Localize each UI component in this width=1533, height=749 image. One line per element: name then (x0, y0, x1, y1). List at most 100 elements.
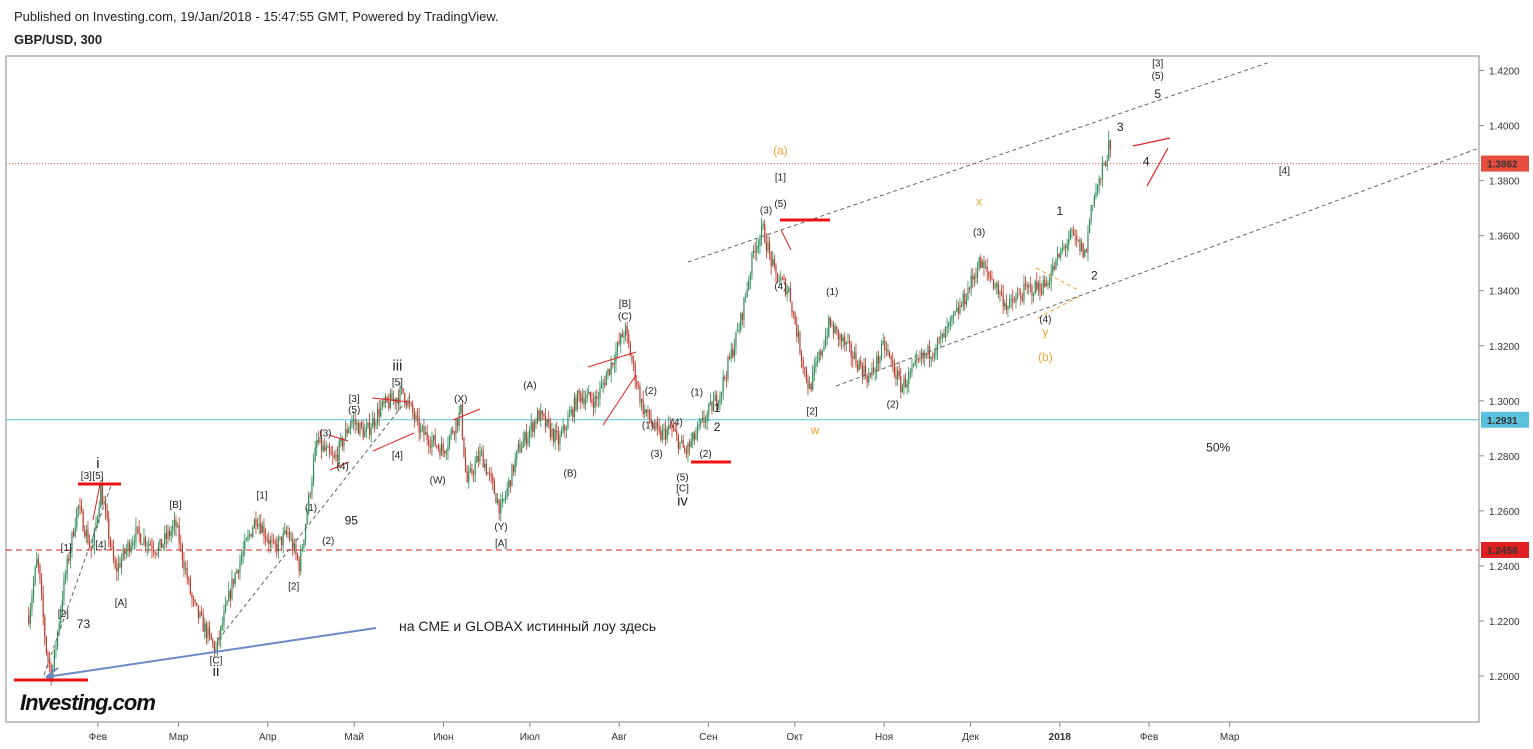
candle-body (572, 409, 574, 418)
chart-frame (5, 55, 1480, 723)
candle-body (804, 367, 806, 369)
candle-body (79, 505, 81, 507)
candle-body (1040, 292, 1043, 295)
candle-body (32, 582, 35, 597)
x-tick-label: Июн (433, 732, 453, 743)
candle-body (623, 336, 625, 338)
candle-body (578, 390, 580, 394)
candle-body (527, 437, 529, 444)
candle-body (562, 425, 564, 433)
candle-body (80, 506, 83, 512)
candle-body (127, 542, 129, 550)
candle-body (221, 624, 223, 627)
candle-body (879, 357, 881, 364)
wave-label: (4) (337, 462, 349, 473)
candle-body (877, 356, 879, 364)
candle-body (122, 548, 124, 560)
candle-body (154, 551, 156, 554)
wave-label: (A) (523, 380, 536, 391)
candle-body (447, 445, 449, 452)
wedge-aug-2 (602, 374, 637, 426)
candle-body (703, 417, 705, 423)
wave-label: (W) (430, 475, 446, 486)
candle-body (47, 652, 49, 659)
candle-body (1012, 298, 1014, 302)
candle-body (820, 351, 822, 356)
candle-body (252, 528, 254, 537)
candle-body (628, 334, 630, 344)
candle-body (837, 329, 839, 340)
candle-body (312, 460, 315, 482)
candle-body (821, 350, 823, 356)
candle-body (432, 435, 435, 440)
candle-body (1084, 249, 1086, 258)
candle-body (871, 367, 873, 376)
candle-body (557, 432, 559, 445)
price-tag-label: 1.3862 (1487, 160, 1518, 171)
candle-body (511, 464, 513, 487)
candle-body (664, 428, 667, 440)
candle-body (898, 370, 900, 376)
candle-body (602, 382, 604, 385)
candle-body (1032, 294, 1035, 296)
candle-body (536, 410, 539, 424)
candle-body (188, 578, 190, 580)
candle-body (565, 428, 567, 431)
candle-body (116, 567, 118, 572)
candle-body (948, 322, 950, 328)
candle-body (924, 353, 926, 358)
candle-body (900, 375, 902, 392)
candle-body (610, 362, 612, 375)
candle-body (714, 395, 716, 401)
candle-body (405, 402, 407, 406)
candle-body (215, 649, 217, 653)
candle-body (1048, 282, 1051, 286)
candle-body (935, 350, 937, 354)
candle-body (767, 242, 769, 251)
candle-body (999, 292, 1001, 295)
candle-body (244, 540, 246, 551)
wave-label: x (976, 194, 982, 208)
candle-body (970, 275, 972, 289)
candle-body (676, 431, 678, 435)
candle-body (517, 444, 519, 451)
candle-body (34, 567, 36, 583)
candle-body (791, 301, 793, 313)
candle-body (704, 421, 707, 423)
candle-body (133, 541, 135, 543)
candle-body (936, 338, 939, 351)
candle-body (556, 430, 558, 433)
candle-body (1095, 191, 1097, 196)
candle-body (1055, 258, 1057, 269)
candle-body (63, 578, 65, 600)
candle-body (637, 385, 639, 387)
candle-body (615, 351, 617, 364)
candle-body (42, 594, 44, 617)
candle-body (100, 485, 102, 508)
trend-dash-2 (217, 395, 411, 641)
wave-label: i (96, 455, 99, 472)
candle-body (698, 424, 700, 426)
candle-body (696, 425, 699, 434)
x-tick-label: Июл (520, 732, 540, 743)
candle-body (444, 451, 446, 454)
candle-body (1068, 239, 1070, 245)
candle-body (1077, 240, 1079, 241)
candle-body (605, 375, 607, 386)
wedge-sep-1 (780, 229, 792, 251)
candle-body (759, 237, 761, 246)
candle-body (151, 545, 153, 550)
candle-body (543, 414, 545, 416)
candle-body (1103, 163, 1105, 165)
candle-body (530, 422, 532, 431)
candle-body (338, 441, 340, 461)
wedge-apr-2 (329, 461, 350, 471)
candle-body (844, 337, 846, 345)
wave-label: (X) (454, 394, 467, 405)
candle-body (293, 544, 295, 551)
candle-body (335, 454, 337, 458)
candle-body (583, 397, 585, 405)
candle-body (456, 419, 459, 426)
candle-body (1023, 283, 1025, 301)
